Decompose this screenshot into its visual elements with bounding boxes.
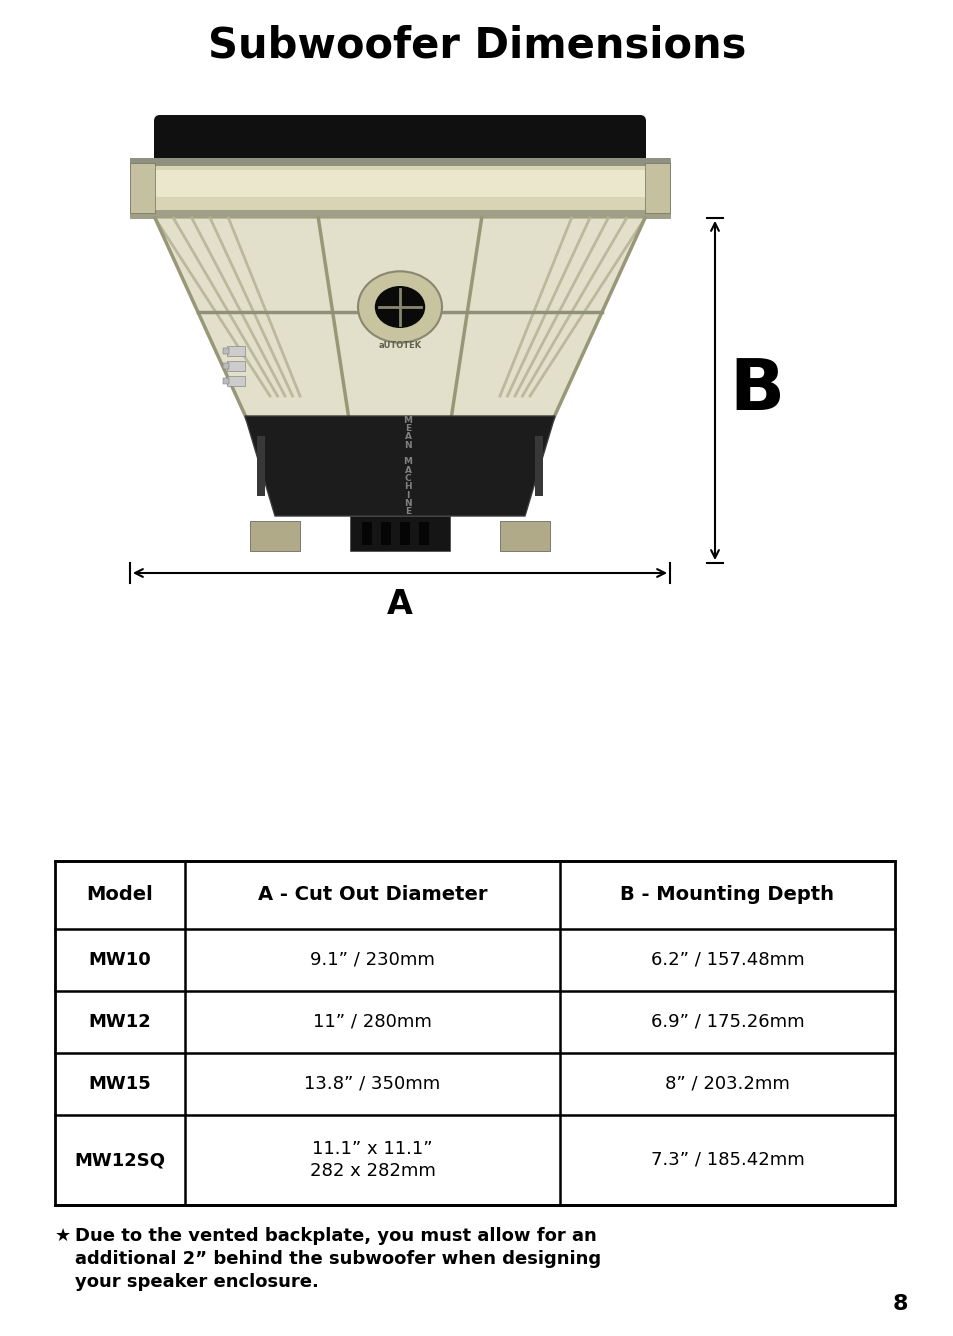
Text: Subwoofer Dimensions: Subwoofer Dimensions (208, 25, 745, 67)
Text: 11” / 280mm: 11” / 280mm (313, 1013, 432, 1031)
Text: Due to the vented backplate, you must allow for an: Due to the vented backplate, you must al… (75, 1226, 597, 1245)
Text: 9.1” / 230mm: 9.1” / 230mm (310, 951, 435, 969)
Ellipse shape (357, 271, 441, 343)
Text: additional 2” behind the subwoofer when designing: additional 2” behind the subwoofer when … (75, 1250, 600, 1268)
Text: 13.8” / 350mm: 13.8” / 350mm (304, 1075, 440, 1093)
Bar (55, 860, 894, 1205)
Text: A: A (387, 588, 413, 621)
Text: A - Cut Out Diameter: A - Cut Out Diameter (257, 886, 487, 904)
Text: ★: ★ (55, 1226, 71, 1245)
Text: 8: 8 (891, 1295, 907, 1315)
Ellipse shape (375, 286, 425, 329)
Bar (130, 210, 669, 218)
FancyBboxPatch shape (153, 115, 645, 168)
Text: MW15: MW15 (89, 1075, 152, 1093)
Text: MW12: MW12 (89, 1013, 152, 1031)
Text: aUTOTEK: aUTOTEK (378, 341, 421, 350)
Text: MW12SQ: MW12SQ (74, 1152, 165, 1169)
Bar (227, 375, 245, 386)
Bar (223, 347, 229, 354)
Bar (256, 436, 265, 496)
Polygon shape (245, 415, 555, 516)
Text: M
E
A
N
 
M
A
C
H
I
N
E: M E A N M A C H I N E (403, 415, 412, 516)
Bar (227, 346, 245, 355)
Bar (130, 158, 669, 218)
Text: B - Mounting Depth: B - Mounting Depth (619, 886, 834, 904)
Bar (418, 522, 429, 545)
Text: Model: Model (87, 886, 153, 904)
Text: 8” / 203.2mm: 8” / 203.2mm (664, 1075, 789, 1093)
Text: 6.9” / 175.26mm: 6.9” / 175.26mm (650, 1013, 803, 1031)
Bar (644, 163, 669, 212)
Bar (150, 170, 649, 196)
Bar (130, 158, 669, 166)
Bar (223, 378, 229, 383)
Text: B: B (729, 355, 783, 425)
Bar (399, 522, 410, 545)
Bar (223, 363, 229, 369)
Bar (361, 522, 372, 545)
Bar (499, 521, 550, 550)
Text: your speaker enclosure.: your speaker enclosure. (75, 1273, 318, 1291)
Bar (535, 436, 542, 496)
Bar (380, 522, 391, 545)
Text: 6.2” / 157.48mm: 6.2” / 157.48mm (650, 951, 803, 969)
Bar (350, 516, 450, 550)
Polygon shape (154, 218, 644, 426)
Text: 11.1” x 11.1”
282 x 282mm: 11.1” x 11.1” 282 x 282mm (309, 1140, 435, 1181)
Bar (250, 521, 299, 550)
Bar (227, 361, 245, 371)
Text: 7.3” / 185.42mm: 7.3” / 185.42mm (650, 1152, 803, 1169)
Text: MW10: MW10 (89, 951, 152, 969)
Bar (130, 163, 154, 212)
